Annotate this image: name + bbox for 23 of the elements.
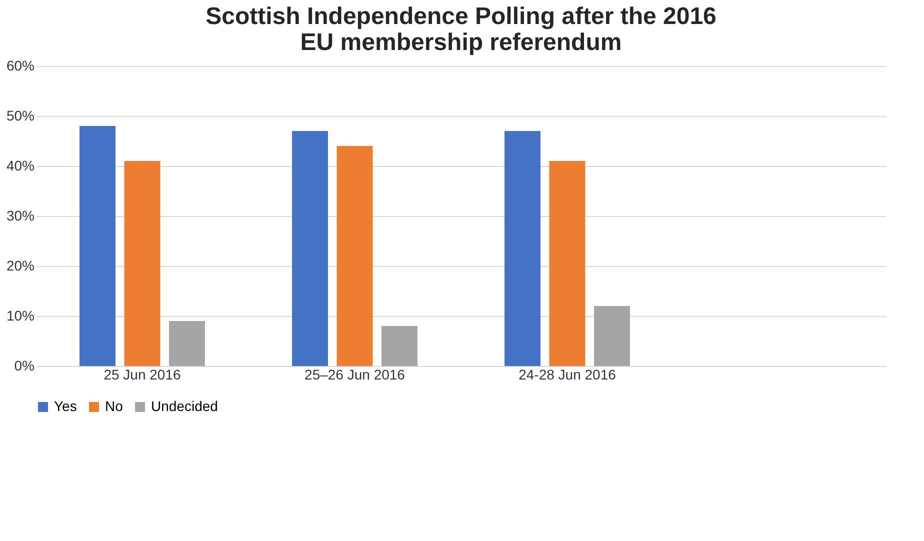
y-tick-label: 30%	[6, 208, 34, 224]
bar	[124, 161, 160, 366]
legend-label: Undecided	[151, 398, 218, 414]
x-tick-label: 25–26 Jun 2016	[304, 366, 406, 382]
y-tick-label: 10%	[6, 308, 34, 324]
chart-title: Scottish Independence Polling after the 2016 EU membership referendum	[206, 3, 716, 56]
x-tick-label: 25 Jun 2016	[104, 366, 181, 382]
bar	[549, 161, 586, 366]
y-tick-label: 50%	[6, 108, 34, 124]
bar	[80, 126, 116, 366]
y-tick-label: 60%	[6, 58, 34, 74]
legend-label: No	[105, 398, 124, 414]
x-tick-label: 24-28 Jun 2016	[518, 366, 616, 382]
bar	[594, 306, 630, 366]
bar	[168, 321, 205, 366]
bar	[504, 131, 541, 366]
bar	[381, 326, 418, 366]
y-tick-label: 20%	[6, 258, 34, 274]
bar	[336, 146, 373, 366]
bar	[292, 131, 328, 366]
y-tick-label: 40%	[6, 158, 34, 174]
legend-label: Yes	[54, 398, 77, 414]
y-tick-label: 0%	[14, 358, 34, 374]
